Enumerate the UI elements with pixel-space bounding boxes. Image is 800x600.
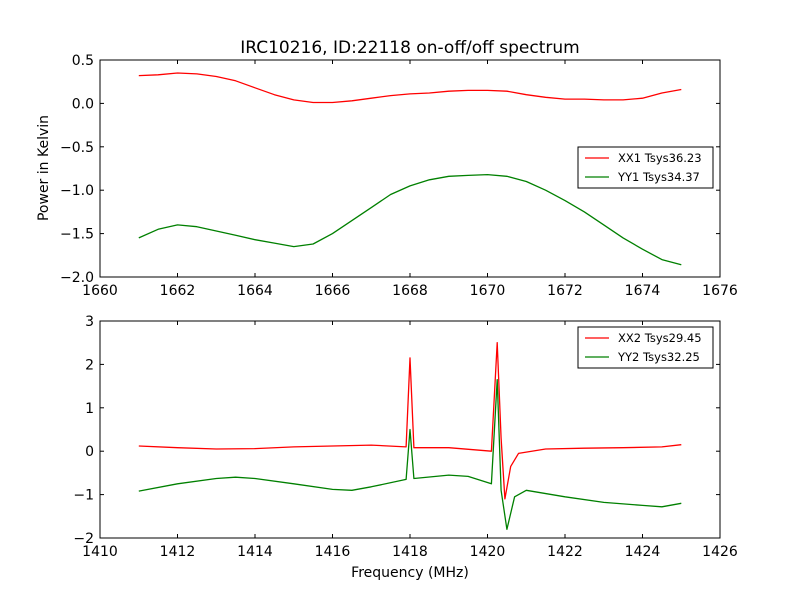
- top-xtick-label: 1676: [702, 283, 738, 299]
- bottom-legend-label-1: XX2 Tsys29.45: [618, 331, 702, 345]
- bottom-ytick-label: 2: [85, 357, 94, 373]
- top-legend-label-1: XX1 Tsys36.23: [618, 151, 702, 165]
- bottom-ytick-label: 1: [85, 401, 94, 417]
- top-legend-label-2: YY1 Tsys34.37: [617, 170, 700, 184]
- bottom-xtick-label: 1416: [315, 544, 351, 560]
- bottom-legend-box: [577, 326, 714, 369]
- bottom-xtick-label: 1412: [160, 544, 196, 560]
- bottom-ytick-label: −1: [73, 488, 94, 504]
- bottom-series-group: [138, 342, 682, 530]
- top-chart-ylabel: Power in Kelvin: [36, 115, 52, 221]
- bottom-xtick-label: 1422: [547, 544, 583, 560]
- bottom-ytick-label: 0: [85, 444, 94, 460]
- top-ticks-group: 1660 1662 1664 1666 1668 1670 1672 1674 1676 −2.0…: [60, 53, 738, 299]
- bottom-xtick-label: 1426: [702, 544, 738, 560]
- bottom-xtick-label: 1410: [82, 544, 118, 560]
- top-xtick-label: 1668: [392, 283, 428, 299]
- bottom-chart: 1410 1412 1414 1416 1418 1420 1422 1424 1426 −2 −1…: [73, 314, 738, 581]
- top-ytick-label: 0.0: [72, 96, 94, 112]
- bottom-xtick-label: 1418: [392, 544, 428, 560]
- bottom-xtick-label: 1420: [470, 544, 506, 560]
- top-legend-box: [577, 146, 714, 189]
- top-chart-title: IRC10216, ID:22118 on-off/off spectrum: [240, 38, 579, 58]
- bottom-ytick-label: 3: [85, 314, 94, 330]
- top-ytick-label: −2.0: [60, 270, 94, 286]
- top-series-group: [138, 72, 682, 266]
- bottom-legend: XX2 Tsys29.45 YY2 Tsys32.25: [577, 326, 714, 369]
- bottom-xtick-label: 1424: [625, 544, 661, 560]
- top-xtick-label: 1664: [237, 283, 273, 299]
- bottom-series-line-1: [138, 342, 682, 500]
- top-xtick-label: 1660: [82, 283, 118, 299]
- top-xtick-label: 1672: [547, 283, 583, 299]
- top-chart: IRC10216, ID:22118 on-off/off spectrum P…: [36, 38, 738, 299]
- bottom-series-line-2: [138, 378, 682, 530]
- bottom-legend-label-2: YY2 Tsys32.25: [617, 350, 700, 364]
- top-xtick-label: 1674: [625, 283, 661, 299]
- top-xtick-label: 1666: [315, 283, 351, 299]
- top-ytick-label: −1.5: [60, 227, 94, 243]
- top-legend: XX1 Tsys36.23 YY1 Tsys34.37: [577, 146, 714, 189]
- top-ytick-label: −0.5: [60, 140, 94, 156]
- top-xtick-label: 1662: [160, 283, 196, 299]
- top-series-line-2: [138, 173, 682, 266]
- bottom-ytick-label: −2: [73, 531, 94, 547]
- top-xtick-label: 1670: [470, 283, 506, 299]
- top-series-line-1: [138, 72, 682, 104]
- top-ytick-label: 0.5: [72, 53, 94, 69]
- bottom-xtick-label: 1414: [237, 544, 273, 560]
- bottom-chart-xlabel: Frequency (MHz): [351, 565, 469, 581]
- top-ytick-label: −1.0: [60, 183, 94, 199]
- bottom-ticks-group: 1410 1412 1414 1416 1418 1420 1422 1424 1426 −2 −1…: [73, 314, 738, 560]
